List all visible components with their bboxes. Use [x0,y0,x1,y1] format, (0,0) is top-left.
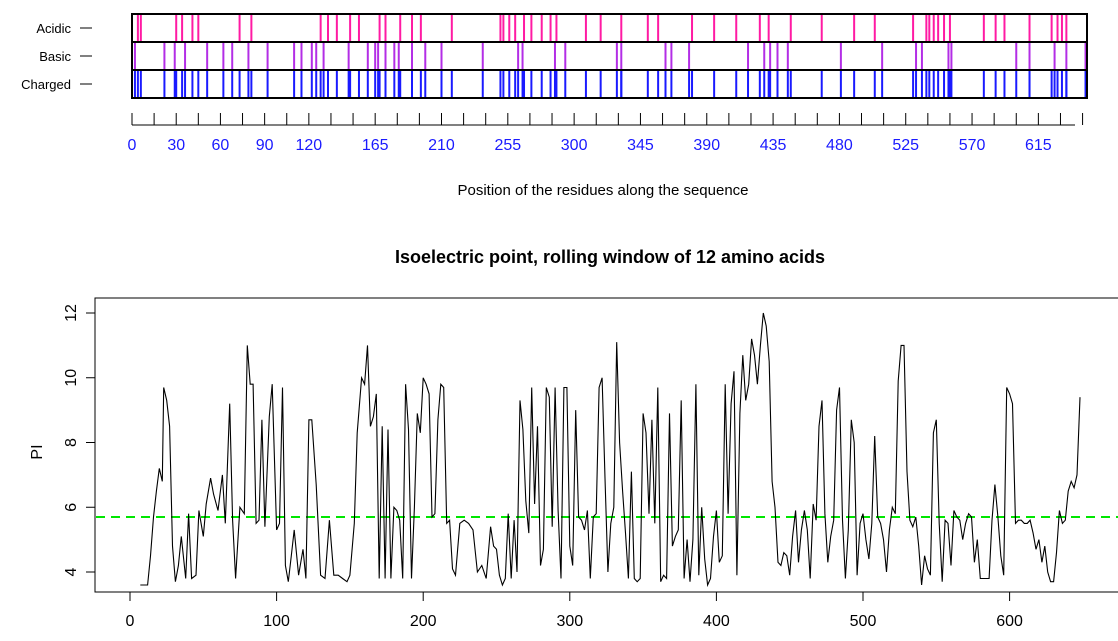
barcode-tick-label: 345 [627,137,654,154]
barcode-tick-label: 435 [760,137,787,154]
barcode-tick-label: 255 [494,137,521,154]
row-label-charged: Charged [21,77,71,92]
barcode-tick-label: 480 [826,137,853,154]
barcode-marks [133,15,1087,97]
barcode-tick-label: 30 [167,137,185,154]
barcode-tick-label: 120 [296,137,323,154]
barcode-tick-label: 300 [561,137,588,154]
row-label-basic: Basic [39,49,71,64]
x-tick-label: 600 [996,613,1023,630]
y-tick-label: 4 [63,567,80,576]
barcode-tick-label: 0 [128,137,137,154]
barcode-row-labels: Acidic Basic Charged [21,21,92,92]
barcode-frame [131,13,1088,99]
barcode-tick-label: 615 [1025,137,1052,154]
y-tick-label: 6 [63,503,80,512]
pi-line-series [140,312,1081,588]
barcode-border [131,13,1088,99]
x-tick-label: 400 [703,613,730,630]
x-tick-label: 300 [556,613,583,630]
charge-barcode-panel: Acidic Basic Charged 0 30 60 90 120 165 210 255 30… [21,13,1088,199]
x-tick-label: 0 [126,613,135,630]
barcode-tick-label: 525 [892,137,919,154]
x-tick-label: 200 [410,613,437,630]
chart-title: Isoelectric point, rolling window of 12 … [395,247,825,267]
barcode-tick-label: 90 [256,137,274,154]
row-label-acidic: Acidic [36,21,71,36]
barcode-tick-label: 165 [362,137,389,154]
barcode-x-axis: 0 30 60 90 120 165 210 255 300 345 390 435 480 525 570… [128,113,1084,154]
barcode-x-axis-label: Position of the residues along the seque… [457,182,748,199]
barcode-tick-label: 570 [959,137,986,154]
x-tick-label: 500 [850,613,877,630]
y-tick-label: 8 [63,438,80,447]
x-tick-label: 100 [263,613,290,630]
pi-axes: 0 100 200 300 400 500 600 4 6 8 10 12 [63,304,1023,630]
barcode-tick-label: 390 [693,137,720,154]
y-axis-label: PI [29,444,46,459]
plot-frame [94,297,1118,593]
y-tick-label: 10 [63,369,80,387]
barcode-tick-label: 210 [428,137,455,154]
barcode-tick-label: 60 [212,137,230,154]
pi-series [140,312,1081,588]
isoelectric-point-panel: Isoelectric point, rolling window of 12 … [29,247,1118,630]
y-tick-label: 12 [63,304,80,322]
